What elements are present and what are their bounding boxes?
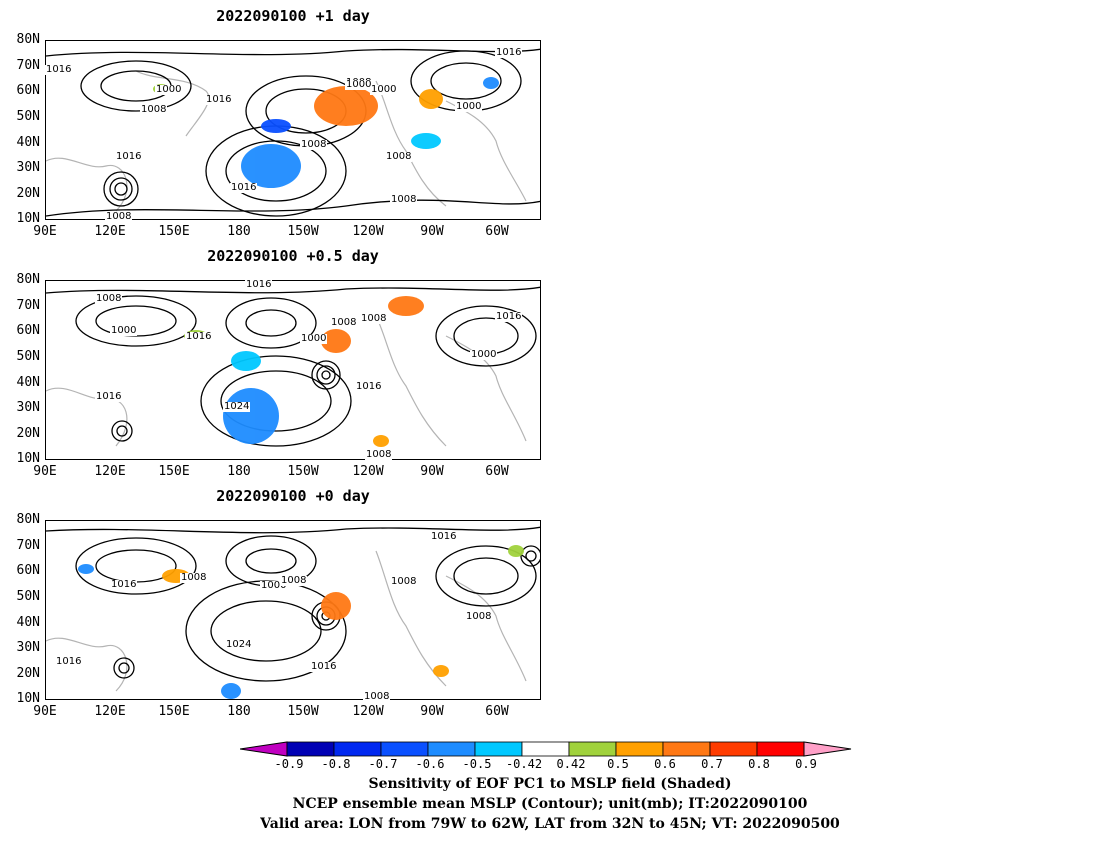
lat-label: 80N xyxy=(16,272,40,287)
panel-1-title: 2022090100 +1 day xyxy=(216,7,370,25)
lon-label: 90E xyxy=(33,464,57,479)
lon-label: 120W xyxy=(352,464,384,479)
map-panel-1-svg xyxy=(46,48,540,217)
lon-label: 180 xyxy=(227,704,251,719)
lat-label: 40N xyxy=(16,615,40,630)
caption-line-1: Sensitivity of EOF PC1 to MSLP field (Sh… xyxy=(368,776,732,792)
lat-label: 30N xyxy=(16,640,40,655)
colorbar-cell xyxy=(427,741,476,757)
colorbar-tick: -0.7 xyxy=(368,757,398,771)
lon-label: 180 xyxy=(227,224,251,239)
map-panel-3-svg xyxy=(46,526,540,699)
colorbar-tick: 0.42 xyxy=(556,757,586,771)
mslp-contours xyxy=(46,48,540,217)
lat-label: 10N xyxy=(16,691,40,706)
panel-2-title: 2022090100 +0.5 day xyxy=(207,247,379,265)
caption-line-2: NCEP ensemble mean MSLP (Contour); unit(… xyxy=(292,796,808,812)
colorbar-tick: -0.8 xyxy=(321,757,351,771)
colorbar-cell xyxy=(333,741,382,757)
lon-label: 150E xyxy=(158,704,190,719)
colorbar-cell xyxy=(474,741,523,757)
colorbar-cell xyxy=(521,741,570,757)
lat-label: 20N xyxy=(16,186,40,201)
lon-label: 60W xyxy=(485,224,509,239)
lon-label: 120E xyxy=(94,224,126,239)
colorbar-tick: -0.6 xyxy=(415,757,445,771)
colorbar-tick: 0.5 xyxy=(607,757,629,771)
colorbar-cell xyxy=(756,741,805,757)
map-panel-2 xyxy=(45,280,541,460)
lat-label: 20N xyxy=(16,426,40,441)
colorbar-tick: 0.8 xyxy=(748,757,770,771)
colorbar-tick: 0.9 xyxy=(795,757,817,771)
lat-label: 10N xyxy=(16,211,40,226)
lon-label: 60W xyxy=(485,464,509,479)
lat-label: 30N xyxy=(16,160,40,175)
lon-label: 90E xyxy=(33,704,57,719)
lon-label: 150E xyxy=(158,464,190,479)
lon-label: 150W xyxy=(287,704,319,719)
lon-label: 120W xyxy=(352,224,384,239)
colorbar-tick: 0.7 xyxy=(701,757,723,771)
colorbar-cell xyxy=(615,741,664,757)
map-panel-1 xyxy=(45,40,541,220)
panel-3-title: 2022090100 +0 day xyxy=(216,487,370,505)
lat-label: 20N xyxy=(16,666,40,681)
lat-label: 60N xyxy=(16,563,40,578)
lat-label: 60N xyxy=(16,323,40,338)
colorbar-arrow-high xyxy=(803,741,852,757)
colorbar-cell xyxy=(709,741,758,757)
map-panel-2-svg xyxy=(46,286,540,447)
lon-label: 90E xyxy=(33,224,57,239)
lat-label: 60N xyxy=(16,83,40,98)
lat-label: 50N xyxy=(16,349,40,364)
colorbar-tick: -0.9 xyxy=(274,757,304,771)
lon-label: 90W xyxy=(420,464,444,479)
lat-label: 40N xyxy=(16,375,40,390)
caption-line-3: Valid area: LON from 79W to 62W, LAT fro… xyxy=(260,816,840,832)
lon-label: 150W xyxy=(287,464,319,479)
lat-label: 80N xyxy=(16,32,40,47)
lon-label: 120E xyxy=(94,464,126,479)
colorbar xyxy=(240,741,852,757)
colorbar-cell xyxy=(380,741,429,757)
colorbar-cell xyxy=(568,741,617,757)
colorbar-arrow-low xyxy=(240,741,288,757)
lat-label: 40N xyxy=(16,135,40,150)
lon-label: 150E xyxy=(158,224,190,239)
map-panel-3 xyxy=(45,520,541,700)
lat-label: 10N xyxy=(16,451,40,466)
lon-label: 150W xyxy=(287,224,319,239)
lat-label: 70N xyxy=(16,58,40,73)
lat-label: 70N xyxy=(16,298,40,313)
lat-label: 50N xyxy=(16,109,40,124)
lon-label: 90W xyxy=(420,224,444,239)
lat-label: 50N xyxy=(16,589,40,604)
lon-label: 90W xyxy=(420,704,444,719)
lon-label: 120E xyxy=(94,704,126,719)
lat-label: 30N xyxy=(16,400,40,415)
colorbar-cell xyxy=(662,741,711,757)
lat-label: 70N xyxy=(16,538,40,553)
lon-label: 180 xyxy=(227,464,251,479)
lat-label: 80N xyxy=(16,512,40,527)
colorbar-tick: -0.42 xyxy=(505,757,543,771)
colorbar-cell xyxy=(286,741,335,757)
lon-label: 120W xyxy=(352,704,384,719)
colorbar-tick: -0.5 xyxy=(462,757,492,771)
lon-label: 60W xyxy=(485,704,509,719)
colorbar-tick: 0.6 xyxy=(654,757,676,771)
